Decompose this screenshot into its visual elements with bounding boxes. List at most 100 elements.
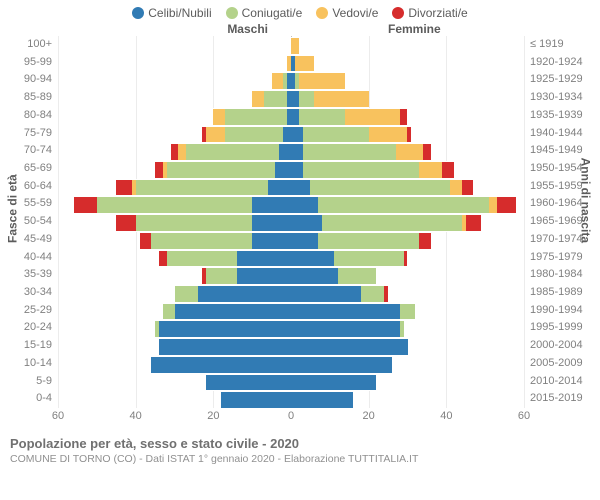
bar-segment <box>310 179 450 197</box>
age-row: 55-591960-1964 <box>58 195 524 213</box>
bar-segment <box>136 214 253 232</box>
birth-year-label: 1940-1944 <box>524 127 594 139</box>
birth-year-label: 1985-1989 <box>524 286 594 298</box>
bar-segment <box>291 179 310 197</box>
bar-segment <box>404 250 408 268</box>
footer-subtitle: COMUNE DI TORNO (CO) - Dati ISTAT 1° gen… <box>10 453 600 465</box>
bar-segment <box>225 126 283 144</box>
header-male: Maschi <box>0 22 328 36</box>
age-row: 75-791940-1944 <box>58 125 524 143</box>
bar-segment <box>419 232 431 250</box>
age-label: 100+ <box>6 38 58 50</box>
legend-label: Divorziati/e <box>408 6 467 20</box>
age-label: 55-59 <box>6 197 58 209</box>
legend-swatch <box>392 7 404 19</box>
bar-segment <box>497 196 516 214</box>
bar-segment <box>186 143 279 161</box>
birth-year-label: 1945-1949 <box>524 144 594 156</box>
bar-segment <box>206 126 225 144</box>
bar-segment <box>252 232 291 250</box>
bar-segment <box>291 303 400 321</box>
age-label: 80-84 <box>6 109 58 121</box>
bar-segment <box>151 232 252 250</box>
bar-right <box>291 161 454 177</box>
bar-left <box>213 108 291 124</box>
age-row: 100+≤ 1919 <box>58 36 524 54</box>
age-label: 90-94 <box>6 73 58 85</box>
bar-segment <box>167 250 237 268</box>
bar-segment <box>291 374 376 392</box>
birth-year-label: 2005-2009 <box>524 357 594 369</box>
birth-year-label: 1935-1939 <box>524 109 594 121</box>
header-female: Femmine <box>328 22 600 36</box>
age-label: 60-64 <box>6 180 58 192</box>
legend-label: Coniugati/e <box>242 6 303 20</box>
bar-segment <box>178 143 186 161</box>
birth-year-label: 2000-2004 <box>524 339 594 351</box>
legend: Celibi/NubiliConiugati/eVedovi/eDivorzia… <box>0 0 600 20</box>
bar-segment <box>155 161 163 179</box>
bar-segment <box>291 143 303 161</box>
bar-segment <box>279 143 291 161</box>
bar-segment <box>291 90 299 108</box>
legend-label: Celibi/Nubili <box>148 6 211 20</box>
birth-year-label: 1960-1964 <box>524 197 594 209</box>
legend-swatch <box>132 7 144 19</box>
age-label: 20-24 <box>6 321 58 333</box>
bar-segment <box>407 126 411 144</box>
bar-segment <box>167 161 276 179</box>
bar-segment <box>206 267 237 285</box>
bar-segment <box>384 285 388 303</box>
bar-left <box>74 196 291 212</box>
bar-segment <box>314 90 368 108</box>
age-row: 65-691950-1954 <box>58 160 524 178</box>
bar-segment <box>252 214 291 232</box>
bar-right <box>291 250 407 266</box>
age-label: 30-34 <box>6 286 58 298</box>
bar-segment <box>396 143 423 161</box>
birth-year-label: 1965-1969 <box>524 215 594 227</box>
bar-segment <box>345 108 399 126</box>
age-row: 0-42015-2019 <box>58 390 524 408</box>
bar-segment <box>97 196 252 214</box>
bar-right <box>291 303 415 319</box>
bar-segment <box>318 232 419 250</box>
age-row: 25-291990-1994 <box>58 302 524 320</box>
bar-segment <box>275 161 291 179</box>
age-row: 45-491970-1974 <box>58 231 524 249</box>
bar-left <box>272 72 291 88</box>
age-label: 85-89 <box>6 91 58 103</box>
bar-right <box>291 90 369 106</box>
bar-segment <box>291 391 353 409</box>
birth-year-label: 1925-1929 <box>524 73 594 85</box>
legend-item: Divorziati/e <box>392 6 467 20</box>
bar-segment <box>369 126 408 144</box>
bar-left <box>175 285 291 301</box>
birth-year-label: 1955-1959 <box>524 180 594 192</box>
bar-segment <box>237 250 291 268</box>
age-row: 40-441975-1979 <box>58 249 524 267</box>
age-row: 30-341985-1989 <box>58 284 524 302</box>
age-label: 70-74 <box>6 144 58 156</box>
bar-segment <box>159 338 291 356</box>
bar-right <box>291 126 411 142</box>
bar-right <box>291 108 407 124</box>
bar-segment <box>252 196 291 214</box>
bar-segment <box>291 126 303 144</box>
bar-left <box>159 250 291 266</box>
bar-segment <box>171 143 179 161</box>
bar-segment <box>419 161 442 179</box>
bar-right <box>291 267 376 283</box>
birth-year-label: 1970-1974 <box>524 233 594 245</box>
bar-segment <box>291 161 303 179</box>
age-label: 0-4 <box>6 392 58 404</box>
legend-swatch <box>316 7 328 19</box>
bar-segment <box>303 161 420 179</box>
birth-year-label: 2015-2019 <box>524 392 594 404</box>
bar-segment <box>116 179 132 197</box>
age-row: 80-841935-1939 <box>58 107 524 125</box>
age-row: 15-192000-2004 <box>58 337 524 355</box>
footer-title: Popolazione per età, sesso e stato civil… <box>10 436 600 451</box>
bar-segment <box>291 320 400 338</box>
bar-segment <box>151 356 291 374</box>
